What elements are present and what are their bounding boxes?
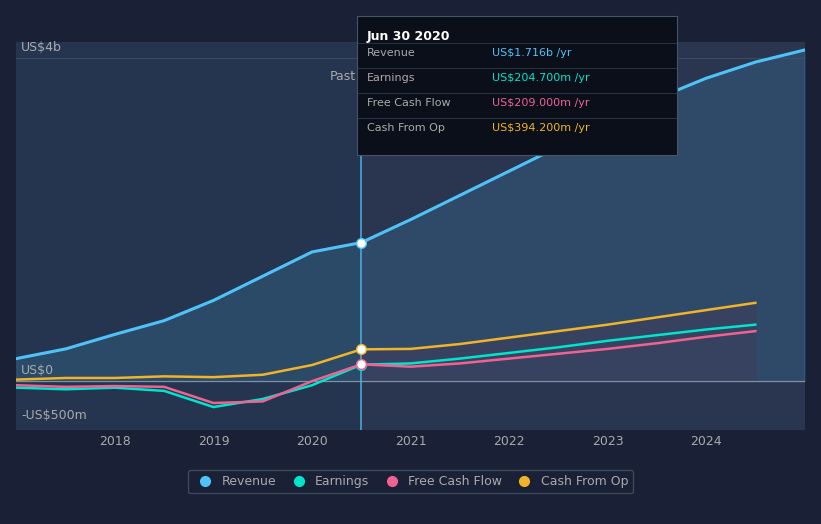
Text: US$0: US$0 (21, 364, 54, 377)
Bar (16, 42, 361, 430)
Text: Free Cash Flow: Free Cash Flow (367, 98, 451, 108)
Text: Analysts Forecasts: Analysts Forecasts (366, 70, 483, 83)
Text: US$209.000m /yr: US$209.000m /yr (492, 98, 589, 108)
Text: Past: Past (330, 70, 356, 83)
Bar (361, 42, 805, 430)
Text: Revenue: Revenue (367, 48, 415, 58)
Text: US$4b: US$4b (21, 41, 62, 54)
Text: -US$500m: -US$500m (21, 409, 87, 422)
Text: Cash From Op: Cash From Op (367, 123, 445, 133)
Text: US$1.716b /yr: US$1.716b /yr (492, 48, 571, 58)
Text: US$394.200m /yr: US$394.200m /yr (492, 123, 589, 133)
Text: Jun 30 2020: Jun 30 2020 (367, 30, 450, 43)
Text: US$204.700m /yr: US$204.700m /yr (492, 73, 589, 83)
Text: Earnings: Earnings (367, 73, 415, 83)
Legend: Revenue, Earnings, Free Cash Flow, Cash From Op: Revenue, Earnings, Free Cash Flow, Cash … (188, 470, 633, 493)
